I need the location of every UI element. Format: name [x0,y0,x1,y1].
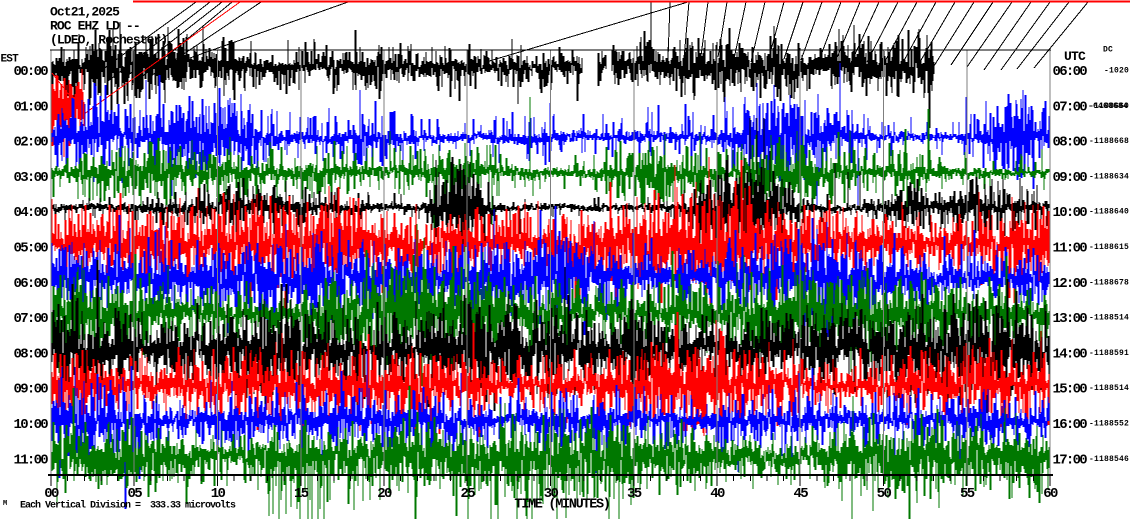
svg-text:00:00: 00:00 [14,64,49,80]
svg-text:35: 35 [627,486,642,502]
svg-text:15: 15 [294,486,309,502]
svg-text:-1188640: -1188640 [1089,208,1129,217]
svg-text:M: M [3,500,7,508]
svg-text:08:00: 08:00 [14,346,49,362]
svg-text:00: 00 [44,486,59,502]
svg-text:-1188660: -1188660 [1089,102,1129,111]
svg-text:10:00: 10:00 [14,417,49,433]
svg-text:Oct21,2025: Oct21,2025 [50,5,120,20]
svg-text:TIME (MINUTES): TIME (MINUTES) [514,498,609,513]
svg-text:-1188591: -1188591 [1089,349,1129,358]
svg-text:04:00: 04:00 [14,205,49,221]
svg-text:-1188514: -1188514 [1089,314,1129,323]
svg-text:Each Vertical Division = 333.: Each Vertical Division = 333.33 microvol… [20,500,236,512]
svg-text:08:00: 08:00 [1053,135,1088,151]
svg-text:07:00: 07:00 [1053,99,1088,115]
svg-text:UTC: UTC [1064,49,1086,64]
svg-text:06:00: 06:00 [1053,64,1088,80]
svg-text:-6460684: -6460684 [1088,102,1128,111]
svg-text:55: 55 [960,486,975,502]
svg-text:05: 05 [128,486,143,502]
svg-text:06:00: 06:00 [14,276,49,292]
svg-text:-1188514: -1188514 [1089,384,1129,393]
svg-text:13:00: 13:00 [1053,311,1088,327]
svg-text:-1188634: -1188634 [1089,172,1129,181]
svg-text:09:00: 09:00 [1053,170,1088,186]
svg-text:20: 20 [377,486,392,502]
svg-text:12:00: 12:00 [1053,276,1088,292]
svg-text:16:00: 16:00 [1053,417,1088,433]
svg-text:09:00: 09:00 [14,382,49,398]
svg-text:11:00: 11:00 [14,452,49,468]
svg-text:50: 50 [877,486,892,502]
svg-text:DC: DC [1103,46,1113,55]
svg-text:(LDEO, Rochester): (LDEO, Rochester) [50,33,167,48]
svg-text:45: 45 [794,486,809,502]
svg-text:40: 40 [710,486,725,502]
svg-text:30: 30 [544,486,559,502]
svg-text:07:00: 07:00 [14,311,49,327]
svg-text:10:00: 10:00 [1053,205,1088,221]
svg-text:-1188546: -1188546 [1089,455,1129,464]
svg-text:10: 10 [211,486,226,502]
svg-text:05:00: 05:00 [14,241,49,257]
svg-text:-1188668: -1188668 [1089,137,1129,146]
svg-text:-1020: -1020 [1104,67,1129,76]
svg-text:03:00: 03:00 [14,170,49,186]
svg-text:60: 60 [1043,486,1058,502]
svg-text:15:00: 15:00 [1053,382,1088,398]
svg-text:17:00: 17:00 [1053,452,1088,468]
svg-text:14:00: 14:00 [1053,346,1088,362]
svg-text:-1188552: -1188552 [1089,420,1129,429]
svg-text:-1188678: -1188678 [1089,278,1129,287]
svg-text:02:00: 02:00 [14,135,49,151]
svg-text:25: 25 [461,486,476,502]
svg-text:ROC EHZ LD --: ROC EHZ LD -- [50,19,140,34]
svg-text:-1188615: -1188615 [1089,243,1129,252]
svg-text:01:00: 01:00 [14,99,49,115]
svg-text:EST: EST [1,54,20,66]
svg-text:11:00: 11:00 [1053,241,1088,257]
